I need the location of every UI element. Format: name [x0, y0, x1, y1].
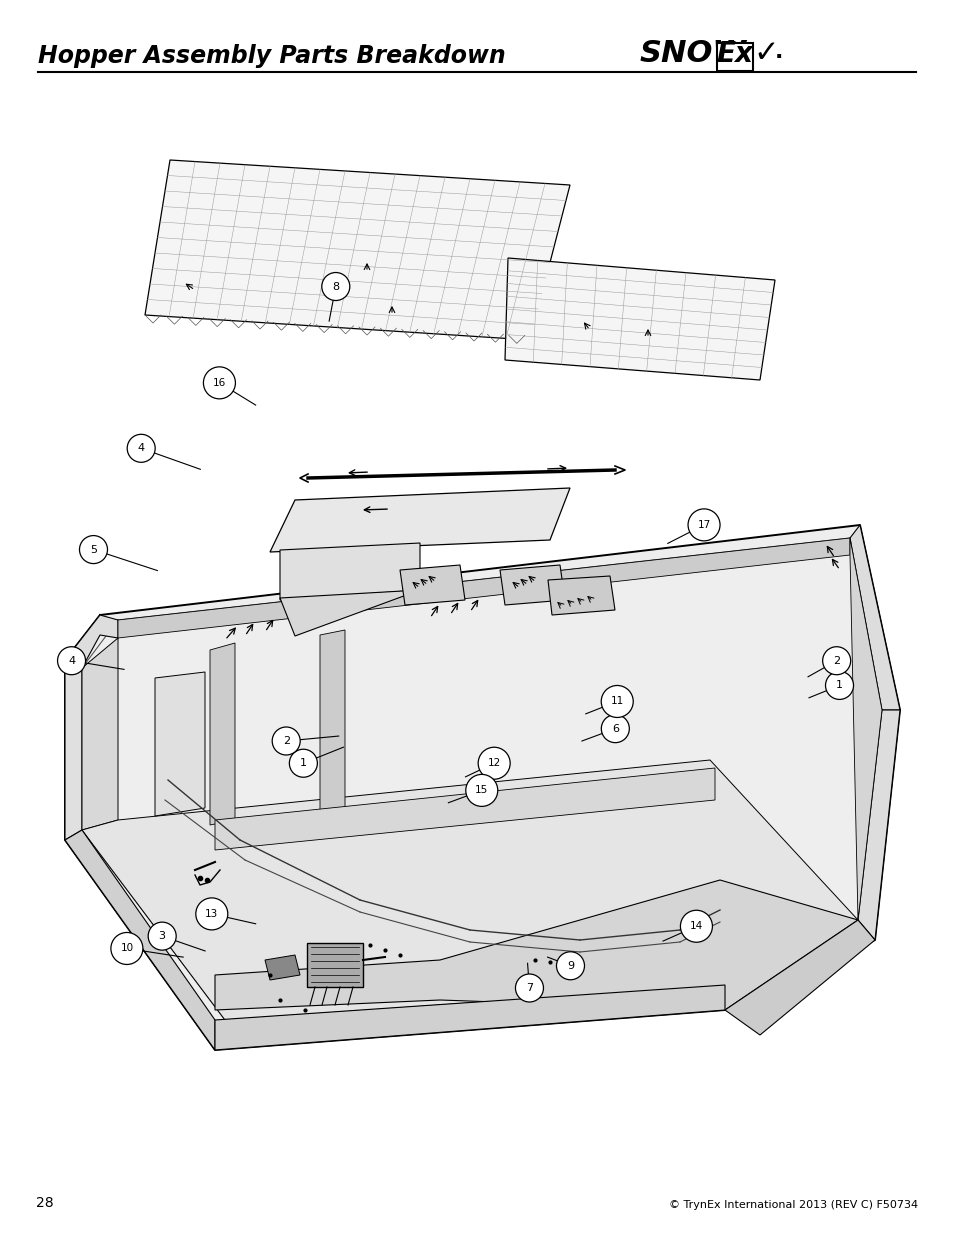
Circle shape	[679, 910, 712, 942]
Text: 16: 16	[213, 378, 226, 388]
Text: 10: 10	[120, 944, 133, 953]
Polygon shape	[504, 258, 774, 380]
Text: 6: 6	[611, 724, 618, 734]
Circle shape	[79, 536, 108, 563]
Text: Ex: Ex	[716, 40, 753, 68]
Text: 1: 1	[835, 680, 842, 690]
Circle shape	[556, 952, 584, 979]
Circle shape	[465, 774, 497, 806]
Polygon shape	[399, 564, 464, 605]
Text: 1: 1	[299, 758, 307, 768]
Polygon shape	[82, 638, 118, 830]
Polygon shape	[214, 986, 724, 1050]
Polygon shape	[214, 768, 714, 850]
Circle shape	[321, 273, 350, 300]
Polygon shape	[280, 543, 419, 600]
Polygon shape	[270, 488, 569, 552]
Circle shape	[111, 932, 143, 965]
Text: Hopper Assembly Parts Breakdown: Hopper Assembly Parts Breakdown	[38, 44, 505, 68]
Text: 13: 13	[205, 909, 218, 919]
Polygon shape	[857, 710, 899, 940]
Polygon shape	[319, 630, 345, 811]
Text: 28: 28	[36, 1195, 53, 1210]
Text: 2: 2	[282, 736, 290, 746]
Text: 4: 4	[68, 656, 75, 666]
Polygon shape	[65, 525, 899, 1050]
Polygon shape	[118, 538, 849, 638]
Text: ✓: ✓	[752, 40, 778, 68]
Text: 3: 3	[158, 931, 166, 941]
Circle shape	[477, 747, 510, 779]
Polygon shape	[214, 881, 857, 1010]
Polygon shape	[82, 760, 857, 1020]
Circle shape	[203, 367, 235, 399]
Polygon shape	[849, 538, 882, 920]
Text: .: .	[774, 42, 782, 62]
Circle shape	[289, 750, 317, 777]
Polygon shape	[210, 643, 234, 825]
Text: SNOW: SNOW	[639, 40, 746, 68]
Polygon shape	[154, 672, 205, 816]
Polygon shape	[65, 659, 82, 840]
Circle shape	[515, 974, 543, 1002]
Text: © TrynEx International 2013 (REV C) F50734: © TrynEx International 2013 (REV C) F507…	[668, 1200, 917, 1210]
Polygon shape	[849, 525, 899, 710]
Polygon shape	[499, 564, 564, 605]
Circle shape	[57, 647, 86, 674]
Bar	[717, 43, 752, 70]
Circle shape	[600, 715, 629, 742]
Polygon shape	[547, 576, 615, 615]
Text: 4: 4	[137, 443, 145, 453]
Circle shape	[127, 435, 155, 462]
Text: 5: 5	[90, 545, 97, 555]
Text: 12: 12	[487, 758, 500, 768]
Polygon shape	[280, 590, 419, 636]
Circle shape	[600, 685, 633, 718]
Circle shape	[821, 647, 850, 674]
Text: 8: 8	[332, 282, 339, 291]
Text: 14: 14	[689, 921, 702, 931]
Circle shape	[687, 509, 720, 541]
Text: 17: 17	[697, 520, 710, 530]
Polygon shape	[724, 920, 874, 1035]
Circle shape	[824, 672, 853, 699]
Circle shape	[148, 923, 176, 950]
Text: 9: 9	[566, 961, 574, 971]
Text: 2: 2	[832, 656, 840, 666]
Polygon shape	[307, 944, 363, 987]
Circle shape	[195, 898, 228, 930]
Polygon shape	[265, 955, 299, 981]
Text: 15: 15	[475, 785, 488, 795]
Text: 7: 7	[525, 983, 533, 993]
Polygon shape	[145, 161, 569, 340]
Polygon shape	[65, 615, 118, 668]
Polygon shape	[65, 830, 214, 1050]
Circle shape	[272, 727, 300, 755]
Text: 11: 11	[610, 697, 623, 706]
